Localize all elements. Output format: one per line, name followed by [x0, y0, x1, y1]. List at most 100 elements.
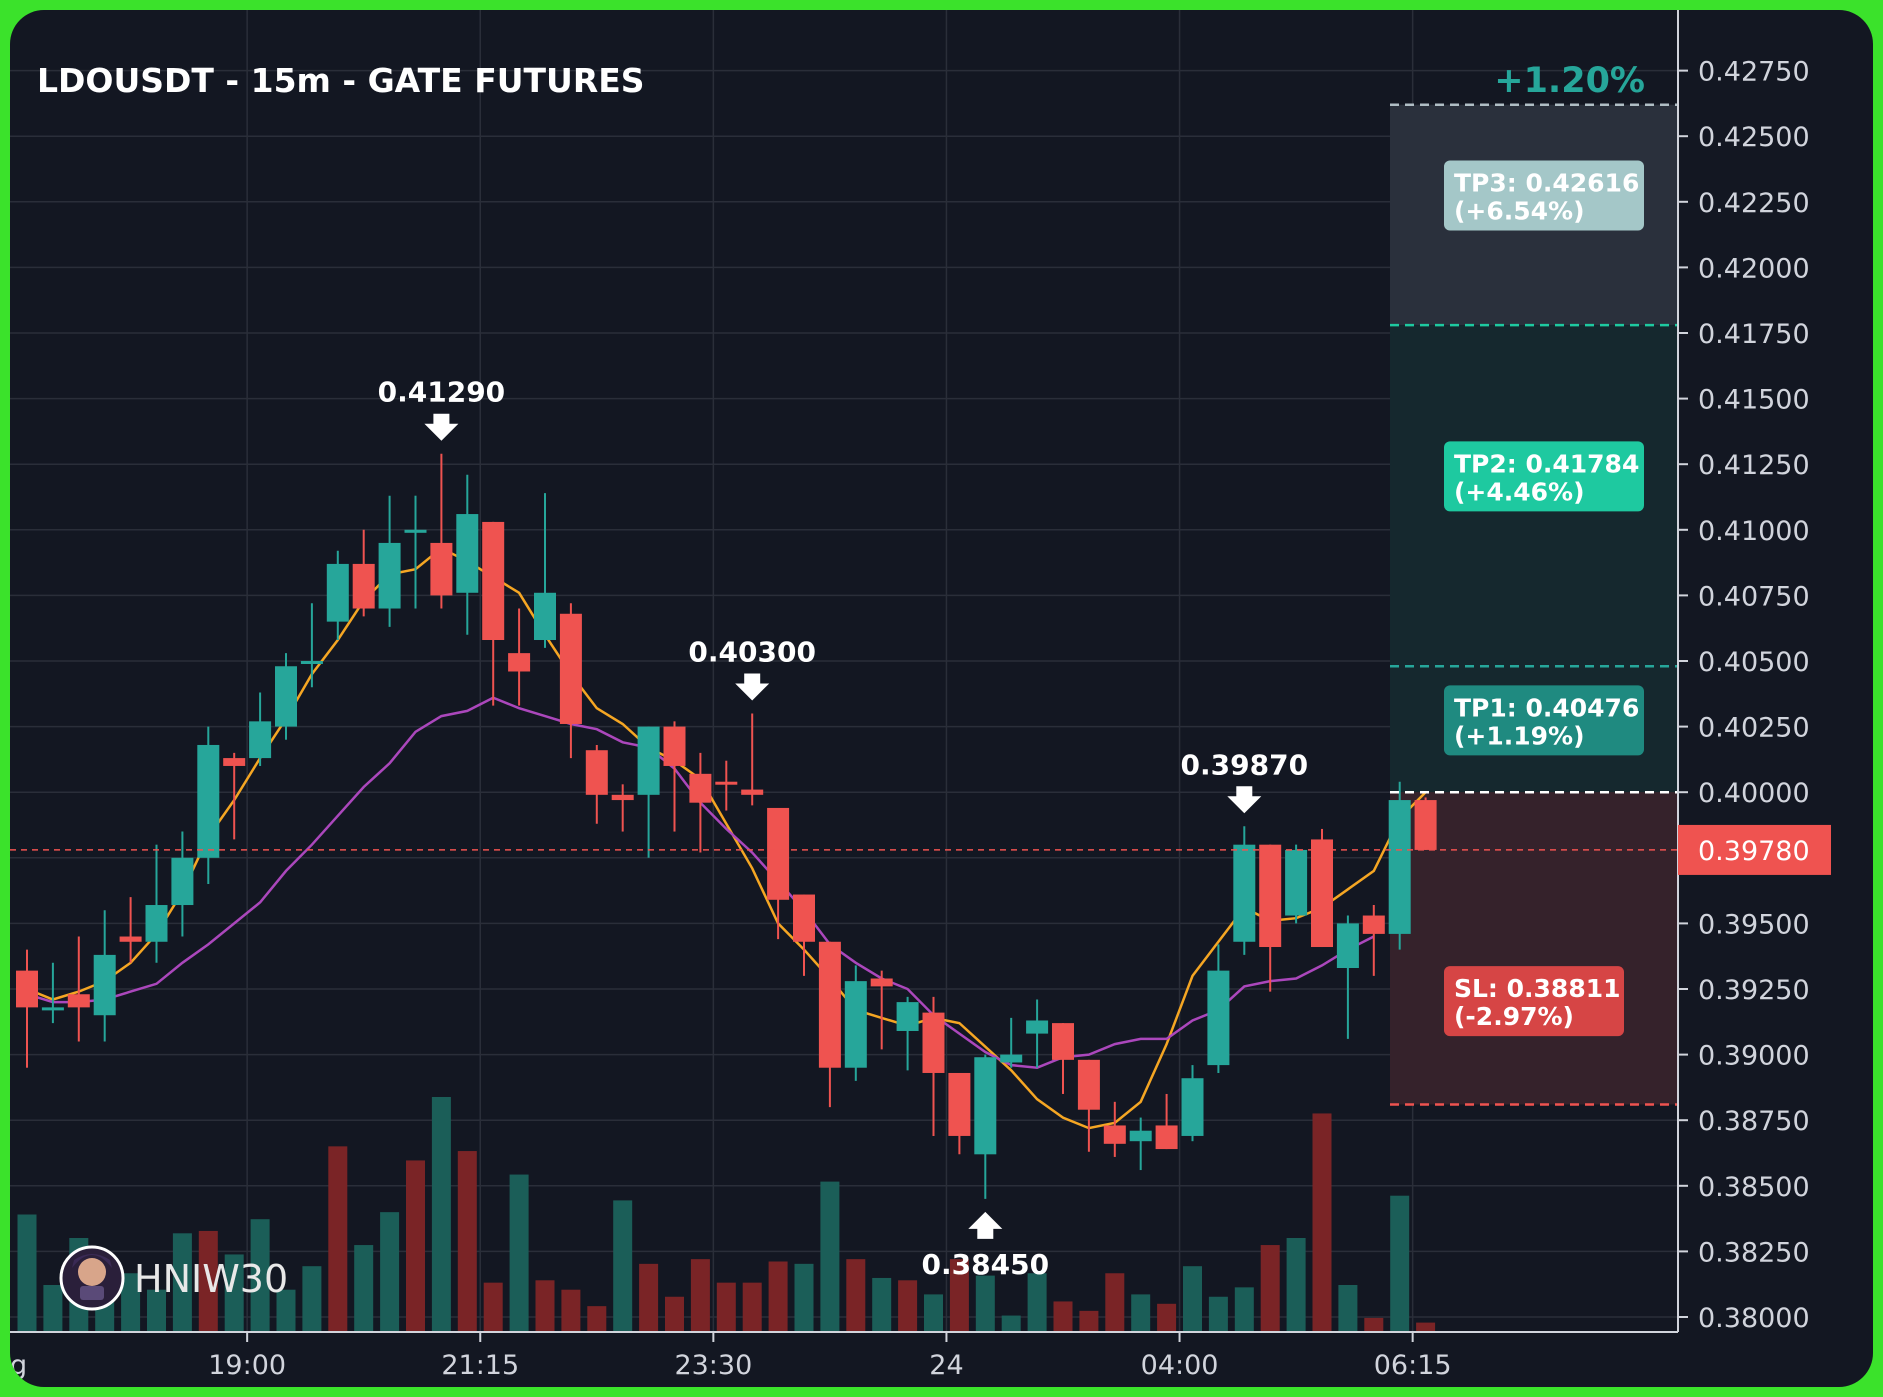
y-tick-label: 0.41000 — [1698, 516, 1810, 547]
candle-body — [119, 936, 142, 942]
volume-bar — [147, 1289, 166, 1332]
candle-body — [482, 521, 505, 641]
y-tick-label: 0.38000 — [1698, 1303, 1810, 1334]
annotation-label: 0.41290 — [378, 376, 506, 409]
arrow-down-icon — [735, 673, 770, 701]
price-annotations: 0.41290 0.40300 0.39870 0.38450 — [378, 376, 1308, 1281]
volume-bar — [690, 1259, 710, 1332]
y-tick-label: 0.40500 — [1698, 647, 1810, 678]
candle-body — [1026, 1020, 1049, 1034]
watermark: HNIW30 — [59, 1245, 288, 1311]
volume-bar — [354, 1245, 374, 1332]
y-tick-label: 0.40250 — [1698, 713, 1810, 744]
candle-body — [249, 721, 272, 759]
y-tick-label: 0.40750 — [1698, 581, 1810, 612]
candle-body — [300, 661, 323, 664]
volume-bar — [1208, 1296, 1228, 1332]
volume-bar — [587, 1306, 607, 1332]
candle-body — [145, 905, 168, 942]
volume-bar — [1105, 1273, 1125, 1332]
y-tick-label: 0.38500 — [1698, 1172, 1810, 1203]
x-tick-label: 19:00 — [208, 1350, 286, 1381]
candle-body — [559, 613, 582, 724]
x-tick-label-edge: g — [10, 1350, 27, 1381]
volume-bar — [924, 1294, 943, 1332]
candle-body — [1336, 923, 1359, 969]
candle-body — [1388, 800, 1411, 934]
candle-body — [585, 750, 608, 795]
y-tick-label: 0.40000 — [1698, 778, 1810, 809]
candle-body — [1414, 800, 1437, 850]
volume-bar — [1157, 1303, 1177, 1332]
volume-bar — [949, 1259, 969, 1332]
volume-bar — [1183, 1266, 1202, 1332]
candle-body — [689, 773, 712, 803]
volume-bar — [716, 1282, 736, 1332]
annotation-label: 0.39870 — [1181, 748, 1309, 781]
y-tick-label: 0.39500 — [1698, 909, 1810, 940]
candle-body — [611, 794, 634, 801]
target-box-tp1 — [1444, 685, 1644, 756]
arrow-up-icon — [968, 1211, 1003, 1239]
x-tick-label: 23:30 — [674, 1350, 752, 1381]
candle-body — [1285, 849, 1308, 916]
x-tick-label: 06:15 — [1374, 1350, 1452, 1381]
candle-body — [171, 857, 194, 906]
y-tick-label: 0.42250 — [1698, 188, 1810, 219]
candle-body — [223, 758, 246, 766]
volume-bar — [535, 1280, 555, 1332]
candle-body — [1362, 915, 1385, 934]
target-zones — [1390, 104, 1678, 1105]
candle-body — [197, 744, 220, 858]
volume-bar — [276, 1289, 296, 1332]
candle-body — [93, 954, 116, 1016]
y-tick-label: 0.41750 — [1698, 319, 1810, 350]
volume-bar — [665, 1296, 684, 1332]
target-label-line1: SL: 0.38811 — [1454, 974, 1621, 1003]
volume-bar — [431, 1097, 451, 1332]
y-tick-label: 0.42500 — [1698, 122, 1810, 153]
target-box-tp2 — [1444, 441, 1644, 512]
chart-frame: 0.41290 0.40300 0.39870 0.38450 0.38000 0.38… — [10, 10, 1873, 1387]
volume-bar — [768, 1261, 788, 1332]
candle-body — [1129, 1130, 1152, 1142]
chart-title: LDOUSDT - 15m - GATE FUTURES — [37, 61, 645, 100]
arrow-down-icon — [1227, 786, 1262, 814]
candle-body — [534, 592, 556, 641]
candle-body — [663, 726, 686, 766]
candle-body — [870, 978, 893, 987]
current-price-tag — [1678, 824, 1831, 875]
x-tick-label: 04:00 — [1141, 1350, 1219, 1381]
candles — [16, 453, 1437, 1199]
candle-body — [974, 1057, 997, 1155]
candle-body — [1077, 1059, 1100, 1110]
volume-bar — [613, 1200, 633, 1332]
avatar — [59, 1245, 125, 1311]
volume-bar — [328, 1146, 348, 1332]
y-tick-label: 0.42750 — [1698, 57, 1810, 88]
volume-bar — [17, 1214, 37, 1332]
volume-bar — [406, 1160, 425, 1332]
candle-body — [1155, 1125, 1178, 1150]
volume-bar — [380, 1212, 400, 1332]
arrow-down-icon — [424, 413, 459, 441]
volume-bar — [1053, 1301, 1073, 1332]
volume-bar — [1001, 1315, 1021, 1332]
volume-bar — [198, 1230, 218, 1332]
volume-bar — [794, 1263, 814, 1332]
volume-bar — [742, 1282, 762, 1332]
y-tick-label: 0.39250 — [1698, 975, 1810, 1006]
y-tick-label: 0.41250 — [1698, 450, 1810, 481]
volume-bar — [1286, 1238, 1306, 1332]
volume-bar — [1416, 1322, 1436, 1332]
candle-body — [767, 807, 790, 900]
candle-body — [896, 1002, 919, 1031]
candle-body — [1259, 844, 1282, 948]
target-box-tp3 — [1444, 160, 1644, 231]
y-tick-label: 0.41500 — [1698, 385, 1810, 416]
price-axis: 0.38000 0.38250 0.38500 0.38750 0.39000 0.392… — [1677, 10, 1831, 1334]
watermark-text: HNIW30 — [134, 1257, 288, 1301]
volume-bar — [561, 1289, 581, 1332]
volume-bar — [975, 1275, 995, 1332]
